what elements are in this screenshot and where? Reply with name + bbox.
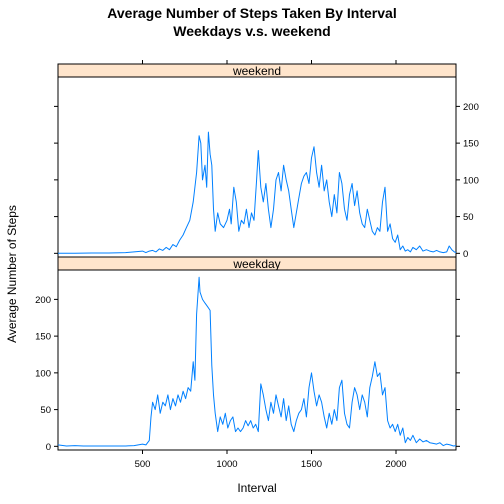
x-tick-label-500: 500 <box>135 459 151 470</box>
y-tick-label-weekday-50: 50 <box>40 405 51 416</box>
panel-frame-weekday <box>57 269 457 451</box>
y-tick-label-weekend-50: 50 <box>463 212 474 223</box>
y-tick-label-weekend-100: 100 <box>463 175 479 186</box>
chart-subtitle: Weekdays v.s. weekend <box>173 23 330 39</box>
y-tick-label-weekday-100: 100 <box>35 368 51 379</box>
weekday-axis-ticks: 0 50 100 150 200 <box>35 295 460 453</box>
y-tick-label-weekend-150: 150 <box>463 139 479 150</box>
y-tick-label-weekday-200: 200 <box>35 295 51 306</box>
y-tick-label-weekend-200: 200 <box>463 102 479 113</box>
panel-weekday: weekday 0 50 100 150 200 <box>35 256 460 453</box>
series-line-weekday <box>57 276 457 447</box>
weekend-axis-ticks: 0 50 100 150 200 <box>54 102 479 260</box>
strip-label-weekday: weekday <box>232 257 280 271</box>
y-axis-label: Average Number of Steps <box>5 205 19 343</box>
y-tick-label-weekday-0: 0 <box>46 442 51 453</box>
strip-label-weekend: weekend <box>232 64 281 78</box>
y-tick-label-weekday-150: 150 <box>35 332 51 343</box>
chart-title: Average Number of Steps Taken By Interva… <box>107 5 396 21</box>
x-axis-label: Interval <box>237 481 276 495</box>
x-tick-label-1500: 1500 <box>301 459 322 470</box>
x-axis-ticks: 500 1000 1500 2000 <box>135 60 407 470</box>
series-line-weekend <box>58 131 457 254</box>
y-tick-label-weekend-0: 0 <box>463 249 468 260</box>
x-tick-label-1000: 1000 <box>216 459 237 470</box>
x-tick-label-2000: 2000 <box>385 459 406 470</box>
panel-weekend: weekend 0 50 100 150 200 <box>54 63 479 260</box>
